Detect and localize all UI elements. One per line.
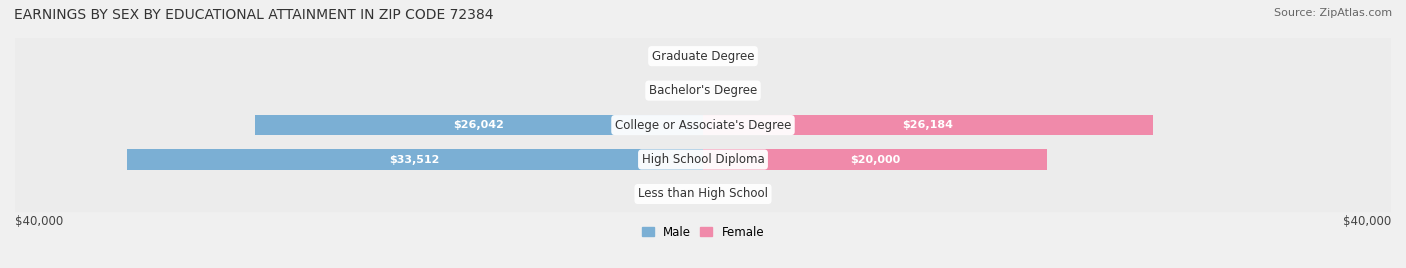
FancyBboxPatch shape bbox=[15, 38, 1391, 74]
Text: $0: $0 bbox=[681, 85, 695, 96]
Text: $0: $0 bbox=[711, 189, 725, 199]
Text: Graduate Degree: Graduate Degree bbox=[652, 50, 754, 63]
Bar bbox=[703, 149, 1047, 170]
Text: $26,184: $26,184 bbox=[903, 120, 953, 130]
FancyBboxPatch shape bbox=[15, 73, 1391, 109]
Bar bbox=[254, 115, 703, 135]
FancyBboxPatch shape bbox=[15, 176, 1391, 212]
Text: $0: $0 bbox=[681, 51, 695, 61]
Text: High School Diploma: High School Diploma bbox=[641, 153, 765, 166]
Text: $0: $0 bbox=[681, 189, 695, 199]
Text: $0: $0 bbox=[711, 85, 725, 96]
Text: $20,000: $20,000 bbox=[849, 155, 900, 165]
Text: $40,000: $40,000 bbox=[1343, 215, 1391, 228]
Text: College or Associate's Degree: College or Associate's Degree bbox=[614, 118, 792, 132]
FancyBboxPatch shape bbox=[15, 107, 1391, 143]
Bar bbox=[703, 115, 1153, 135]
Legend: Male, Female: Male, Female bbox=[637, 221, 769, 243]
Text: $0: $0 bbox=[711, 51, 725, 61]
Bar bbox=[127, 149, 703, 170]
Text: EARNINGS BY SEX BY EDUCATIONAL ATTAINMENT IN ZIP CODE 72384: EARNINGS BY SEX BY EDUCATIONAL ATTAINMEN… bbox=[14, 8, 494, 22]
Text: $26,042: $26,042 bbox=[454, 120, 505, 130]
Text: $33,512: $33,512 bbox=[389, 155, 440, 165]
Text: Less than High School: Less than High School bbox=[638, 188, 768, 200]
Text: Source: ZipAtlas.com: Source: ZipAtlas.com bbox=[1274, 8, 1392, 18]
Text: $40,000: $40,000 bbox=[15, 215, 63, 228]
Text: Bachelor's Degree: Bachelor's Degree bbox=[650, 84, 756, 97]
FancyBboxPatch shape bbox=[15, 142, 1391, 178]
